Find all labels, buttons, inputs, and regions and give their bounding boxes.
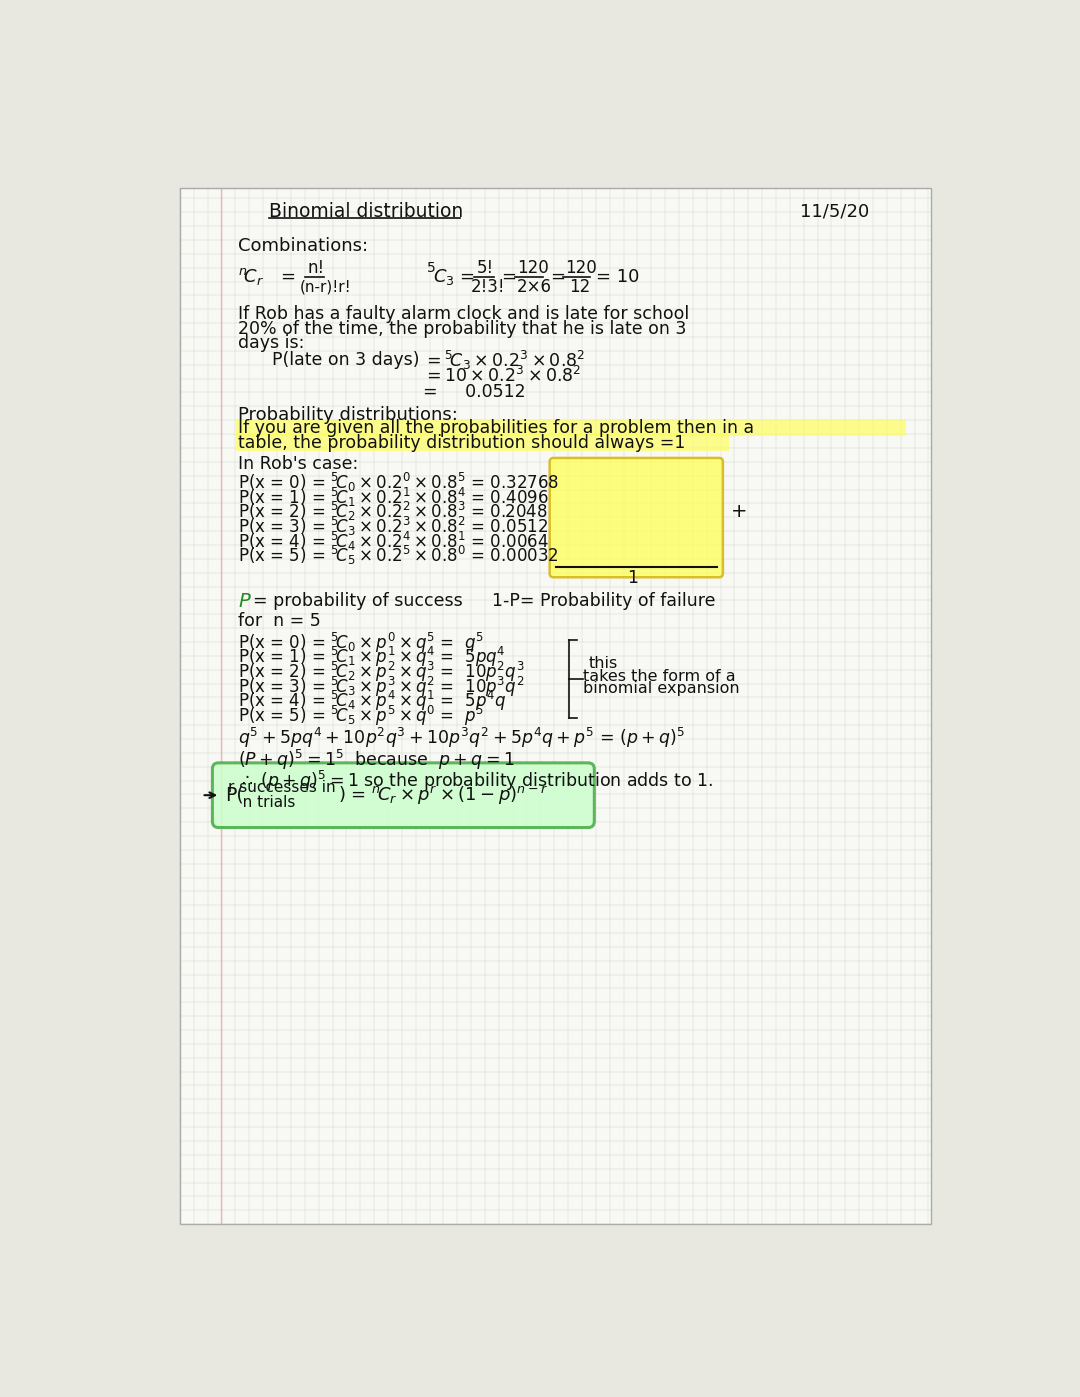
Text: P(x = 3) = ${}^5\!C_3 \times p^3 \times q^2$ =  $10p^3q^2$: P(x = 3) = ${}^5\!C_3 \times p^3 \times … — [238, 675, 524, 698]
Text: table, the probability distribution should always =1: table, the probability distribution shou… — [238, 433, 685, 451]
Text: =: = — [280, 268, 295, 286]
Text: 1: 1 — [626, 569, 637, 587]
Text: P(x = 5) = ${}^5\!C_5 \times 0.2^5 \times 0.8^0$ = 0.00032: P(x = 5) = ${}^5\!C_5 \times 0.2^5 \time… — [238, 545, 558, 567]
Text: $^n\!C_r$: $^n\!C_r$ — [238, 267, 264, 288]
Text: ) = ${}^n\!C_r \times p^r \times (1-p)^{n-r}$: ) = ${}^n\!C_r \times p^r \times (1-p)^{… — [338, 784, 548, 806]
Text: P(x = 1) = ${}^5\!C_1 \times 0.2^1 \times 0.8^4$ = 0.4096: P(x = 1) = ${}^5\!C_1 \times 0.2^1 \time… — [238, 486, 549, 509]
Text: $(P + q)^5 = 1^5$  because  $p + q = 1$: $(P + q)^5 = 1^5$ because $p + q = 1$ — [238, 747, 514, 771]
Text: Probability distributions:: Probability distributions: — [238, 405, 458, 423]
Text: P(late on 3 days): P(late on 3 days) — [272, 351, 420, 369]
Text: P(x = 3) = ${}^5\!C_3 \times 0.2^3 \times 0.8^2$ = 0.0512: P(x = 3) = ${}^5\!C_3 \times 0.2^3 \time… — [238, 515, 548, 538]
Text: 1-P= Probability of failure: 1-P= Probability of failure — [491, 592, 715, 610]
Text: P(x = 2) = ${}^5\!C_2 \times 0.2^2 \times 0.8^3$ = 0.2048: P(x = 2) = ${}^5\!C_2 \times 0.2^2 \time… — [238, 500, 548, 524]
Text: = 10: = 10 — [596, 268, 639, 286]
Text: =: = — [459, 268, 474, 286]
Text: 5: 5 — [427, 261, 435, 275]
Text: 120: 120 — [517, 258, 549, 277]
Text: takes the form of a: takes the form of a — [583, 669, 735, 683]
Text: $\therefore \; (p + q)^5 = 1$ so the probability distribution adds to 1.: $\therefore \; (p + q)^5 = 1$ so the pro… — [238, 770, 713, 793]
Text: P(x = 4) = ${}^5\!C_4 \times 0.2^4 \times 0.8^1$ = 0.0064: P(x = 4) = ${}^5\!C_4 \times 0.2^4 \time… — [238, 529, 549, 553]
Text: =     0.0512: = 0.0512 — [422, 384, 525, 401]
Text: =: = — [550, 268, 565, 286]
Text: P(x = 1) = ${}^5\!C_1 \times p^1 \times q^4$ =  $5pq^4$: P(x = 1) = ${}^5\!C_1 \times p^1 \times … — [238, 645, 505, 669]
Bar — [237, 433, 729, 451]
Text: 12: 12 — [569, 278, 590, 296]
Text: =: = — [501, 268, 516, 286]
Text: If you are given all the probabilities for a problem then in a: If you are given all the probabilities f… — [238, 419, 754, 437]
Text: $C_3$: $C_3$ — [433, 267, 454, 286]
Text: for  n = 5: for n = 5 — [238, 612, 321, 630]
Text: n trials: n trials — [228, 795, 295, 810]
Text: binomial expansion: binomial expansion — [583, 682, 740, 696]
Text: 2×6: 2×6 — [516, 278, 552, 296]
Text: 20% of the time, the probability that he is late on 3: 20% of the time, the probability that he… — [238, 320, 686, 338]
Text: 120: 120 — [565, 258, 597, 277]
Text: this: this — [589, 657, 618, 672]
Text: = probability of success: = probability of success — [253, 592, 463, 610]
Text: $= {}^5\!C_3 \times 0.2^3 \times 0.8^2$: $= {}^5\!C_3 \times 0.2^3 \times 0.8^2$ — [422, 349, 585, 372]
FancyBboxPatch shape — [213, 763, 594, 827]
Text: P(x = 0) = ${}^5\!C_0 \times 0.2^0 \times 0.8^5$ = 0.32768: P(x = 0) = ${}^5\!C_0 \times 0.2^0 \time… — [238, 471, 559, 495]
Text: P(x = 2) = ${}^5\!C_2 \times p^2 \times q^3$ =  $10p^2q^3$: P(x = 2) = ${}^5\!C_2 \times p^2 \times … — [238, 659, 525, 685]
Text: $\mathit{P}$: $\mathit{P}$ — [238, 592, 252, 610]
FancyBboxPatch shape — [550, 458, 723, 577]
Text: In Rob's case:: In Rob's case: — [238, 455, 359, 474]
Text: days is:: days is: — [238, 334, 305, 352]
Text: 5!: 5! — [476, 258, 494, 277]
Text: Binomial distribution: Binomial distribution — [269, 203, 463, 221]
Text: P(: P( — [225, 785, 243, 805]
Text: P(x = 0) = ${}^5\!C_0 \times p^0 \times q^5$ =  $q^5$: P(x = 0) = ${}^5\!C_0 \times p^0 \times … — [238, 630, 484, 655]
FancyBboxPatch shape — [180, 189, 931, 1224]
Bar — [237, 419, 906, 436]
Text: $= 10 \times 0.2^3 \times 0.8^2$: $= 10 \times 0.2^3 \times 0.8^2$ — [422, 366, 581, 387]
Text: P(x = 4) = ${}^5\!C_4 \times p^4 \times q^1$ =  $5p^4q$: P(x = 4) = ${}^5\!C_4 \times p^4 \times … — [238, 689, 507, 714]
Text: 11/5/20: 11/5/20 — [800, 203, 869, 221]
Text: r successes in: r successes in — [228, 780, 336, 795]
Text: $q^5 + 5pq^4 + 10p^2q^3 + 10p^3q^2 + 5p^4q + p^5$ = $(p + q)^5$: $q^5 + 5pq^4 + 10p^2q^3 + 10p^3q^2 + 5p^… — [238, 726, 685, 750]
Text: P(x = 5) = ${}^5\!C_5 \times p^5 \times q^0$ =  $p^5$: P(x = 5) = ${}^5\!C_5 \times p^5 \times … — [238, 704, 484, 728]
Text: Combinations:: Combinations: — [238, 237, 368, 256]
Text: +: + — [730, 503, 747, 521]
Text: 2!3!: 2!3! — [471, 278, 505, 296]
Text: If Rob has a faulty alarm clock and is late for school: If Rob has a faulty alarm clock and is l… — [238, 305, 689, 323]
Text: n!: n! — [307, 258, 324, 277]
Text: (n-r)!r!: (n-r)!r! — [299, 279, 351, 295]
